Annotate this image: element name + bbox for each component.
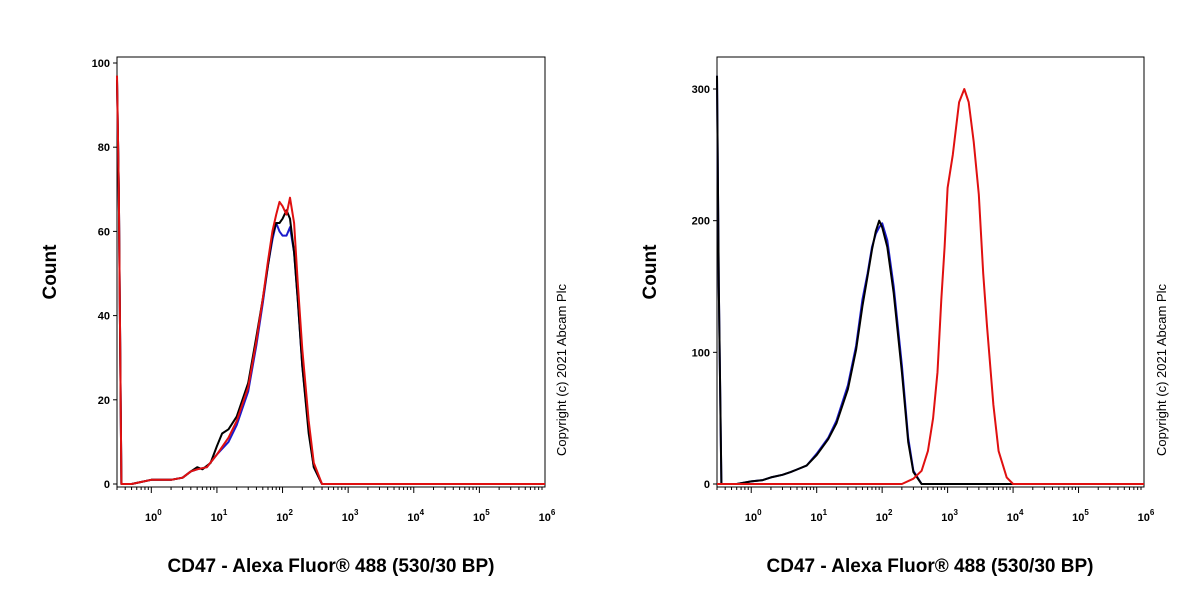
y-tick-label: 60 — [98, 226, 110, 238]
y-tick-labels: 0 20 40 60 80 100 — [92, 58, 110, 491]
chart-panel-2: 0 100 200 300 100 101 102 103 104 105 106 Count C… — [640, 56, 1169, 577]
y-tick-label: 80 — [98, 142, 110, 154]
y-tick-label: 40 — [98, 311, 110, 323]
series-line-1 — [116, 79, 545, 485]
copyright-note: Copyright (c) 2021 Abcam Plc — [1154, 284, 1169, 456]
series-line-3 — [717, 88, 1144, 485]
x-tick-label: 104 — [1007, 508, 1024, 524]
y-tick-label: 100 — [92, 58, 110, 70]
series-line-2 — [116, 79, 545, 485]
x-tick-label: 105 — [1072, 508, 1089, 524]
y-tick-label: 100 — [692, 347, 710, 359]
x-ticks — [116, 487, 543, 493]
x-tick-label: 100 — [745, 508, 762, 524]
y-tick-label: 200 — [692, 216, 710, 228]
chart-panel-1: 0 20 40 60 80 100 100 101 102 103 104 105 106 Count… — [40, 56, 569, 577]
x-tick-labels: 100 101 102 103 104 105 106 — [745, 508, 1155, 524]
series-lines — [116, 75, 545, 485]
y-ticks — [113, 62, 117, 485]
x-tick-labels: 100 101 102 103 104 105 106 — [145, 508, 556, 524]
x-tick-label: 103 — [342, 508, 359, 524]
y-axis-label: Count — [40, 244, 61, 300]
series-line-1 — [716, 75, 1144, 485]
x-tick-label: 104 — [407, 508, 424, 524]
x-tick-label: 102 — [276, 508, 293, 524]
x-tick-label: 102 — [876, 508, 893, 524]
y-ticks — [713, 88, 717, 485]
x-tick-label: 103 — [941, 508, 958, 524]
x-axis-label: CD47 - Alexa Fluor® 488 (530/30 BP) — [767, 556, 1094, 577]
plot-frame — [116, 56, 546, 488]
series-line-3 — [116, 75, 545, 485]
copyright-note: Copyright (c) 2021 Abcam Plc — [554, 284, 569, 456]
y-axis-label: Count — [640, 244, 661, 300]
x-tick-label: 105 — [473, 508, 490, 524]
x-tick-label: 100 — [145, 508, 162, 524]
series-line-2 — [716, 75, 1144, 485]
x-ticks — [716, 487, 1142, 493]
y-tick-labels: 0 100 200 300 — [692, 84, 710, 491]
y-tick-label: 20 — [98, 395, 110, 407]
y-tick-label: 300 — [692, 84, 710, 96]
x-tick-label: 101 — [810, 508, 827, 524]
series-lines — [716, 75, 1144, 485]
x-tick-label: 101 — [211, 508, 228, 524]
x-tick-label: 106 — [1138, 508, 1155, 524]
y-tick-label: 0 — [704, 479, 710, 491]
x-tick-label: 106 — [539, 508, 556, 524]
plot-frame — [716, 56, 1145, 488]
x-axis-label: CD47 - Alexa Fluor® 488 (530/30 BP) — [168, 556, 495, 577]
y-tick-label: 0 — [104, 479, 110, 491]
